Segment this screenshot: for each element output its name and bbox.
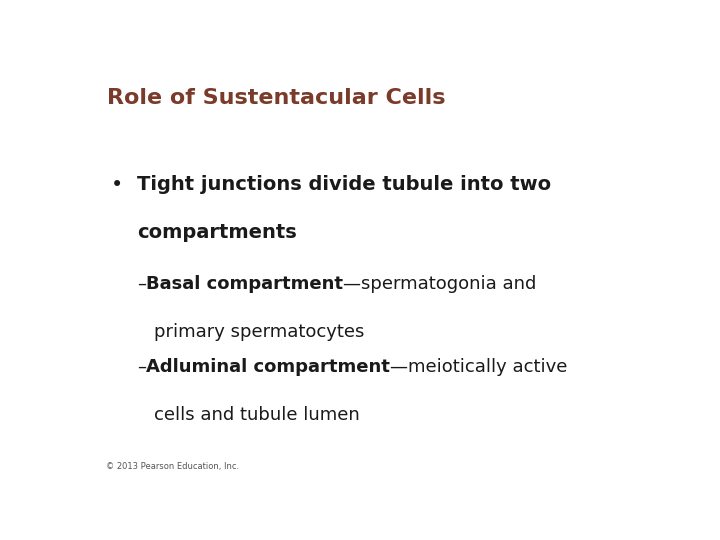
Text: Tight junctions divide tubule into two: Tight junctions divide tubule into two [138, 175, 552, 194]
Text: —spermatogonia and: —spermatogonia and [343, 275, 537, 293]
Text: —meiotically active: —meiotically active [390, 358, 567, 376]
Text: compartments: compartments [138, 223, 297, 242]
Text: –: – [138, 358, 146, 376]
Text: Role of Sustentacular Cells: Role of Sustentacular Cells [107, 87, 445, 107]
Text: •: • [111, 175, 123, 195]
Text: cells and tubule lumen: cells and tubule lumen [154, 406, 360, 424]
Text: © 2013 Pearson Education, Inc.: © 2013 Pearson Education, Inc. [106, 462, 239, 471]
Text: primary spermatocytes: primary spermatocytes [154, 322, 364, 341]
Text: –: – [138, 275, 146, 293]
Text: Adluminal compartment: Adluminal compartment [146, 358, 390, 376]
Text: Basal compartment: Basal compartment [146, 275, 343, 293]
